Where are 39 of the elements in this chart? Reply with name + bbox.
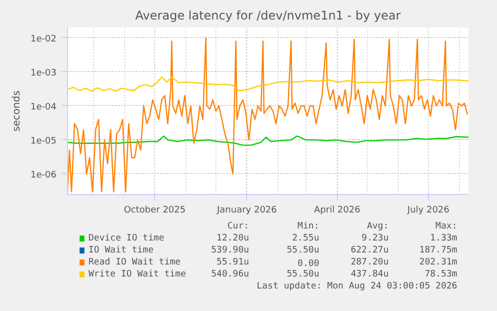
text: 78.53m (424, 270, 458, 280)
text: 55.91u (216, 258, 250, 268)
legend-label: Write IO Wait time (88, 270, 186, 280)
text: 12.20u (216, 234, 250, 244)
x-tick-label: April 2026 (314, 206, 361, 216)
text: Last update: Mon Aug 24 03:00:05 2026 (256, 282, 458, 292)
text: 55.50u (286, 246, 320, 256)
text: 187.75m (419, 246, 458, 256)
text: Min: (298, 222, 320, 232)
legend-label: Device IO time (88, 234, 164, 244)
text: 55.50u (286, 270, 320, 280)
x-tick-label: October 2025 (124, 206, 186, 216)
y-tick-label: 1e-05 (30, 136, 57, 146)
y-tick-label: 1e-02 (30, 34, 57, 44)
text: 437.84u (350, 270, 389, 280)
y-tick-label: 1e-03 (30, 68, 57, 78)
text: 202.31m (419, 258, 458, 268)
text: 287.20u (350, 258, 389, 268)
text: 0.00 (298, 259, 320, 269)
x-tick-label: January 2026 (216, 206, 278, 216)
text: 9.23u (362, 234, 389, 244)
line-series (68, 37, 468, 192)
line-series (68, 76, 468, 92)
chart-title: Average latency for /dev/nvme1n1 - by year (135, 8, 401, 22)
text: 1.33m (430, 234, 458, 244)
text: 540.96u (211, 270, 250, 280)
text: 622.27u (350, 246, 389, 256)
x-tick-label: July 2026 (406, 206, 450, 216)
text: Max: (436, 222, 458, 232)
y-tick-label: 1e-06 (30, 170, 57, 180)
legend-label: IO Wait time (88, 246, 154, 256)
line-series (68, 135, 468, 146)
text: Cur: (227, 222, 250, 232)
y-axis-title: seconds (12, 90, 23, 132)
text: Avg: (366, 222, 389, 232)
text: 2.55u (292, 234, 320, 244)
y-tick-label: 1e-04 (30, 102, 57, 112)
text: 539.90u (211, 246, 250, 256)
legend-label: Read IO Wait time (88, 258, 181, 268)
